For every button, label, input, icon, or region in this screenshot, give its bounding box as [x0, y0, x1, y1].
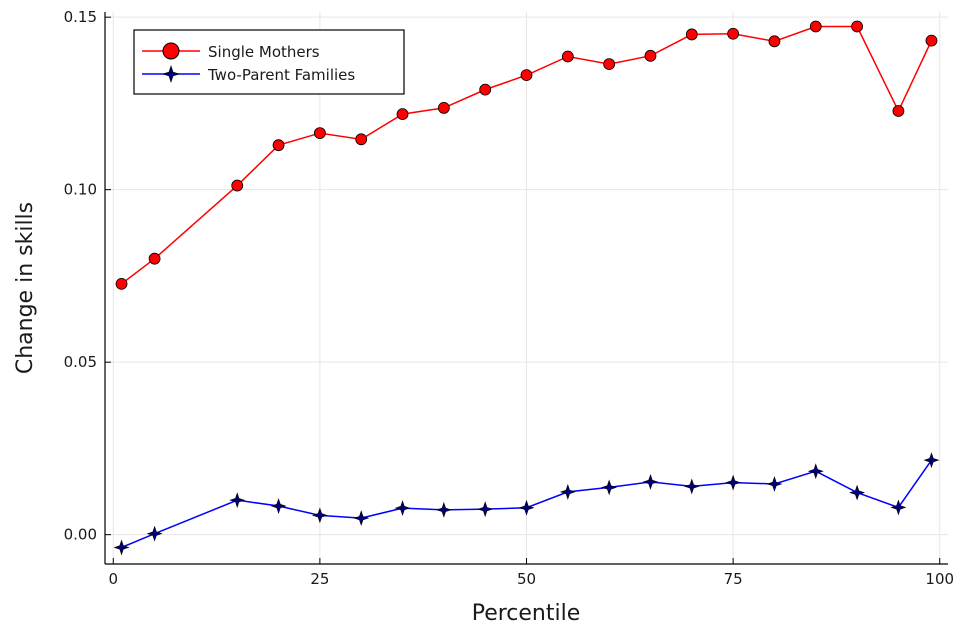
data-point — [394, 500, 411, 517]
series-line — [121, 25, 933, 285]
data-point — [437, 102, 450, 114]
legend-box — [133, 29, 405, 95]
data-point — [559, 483, 576, 500]
data-point — [603, 58, 616, 70]
data-point — [809, 20, 822, 33]
data-point — [148, 252, 161, 265]
data-point — [146, 525, 163, 542]
data-point — [727, 27, 740, 40]
x-tick-label: 0 — [108, 570, 118, 588]
data-point — [479, 83, 492, 96]
data-point — [851, 20, 863, 33]
data-point — [311, 507, 328, 524]
data-point — [683, 478, 700, 495]
y-tick-label: 0.05 — [64, 353, 97, 371]
y-axis-title: Change in skills — [13, 202, 38, 374]
x-tick-label: 100 — [925, 570, 954, 588]
x-tick-label: 75 — [724, 570, 743, 588]
data-point — [313, 127, 326, 139]
grid-lines — [105, 12, 948, 564]
legend: Single Mothers Two-Parent Families — [133, 29, 405, 95]
data-point — [601, 479, 618, 496]
tick-labels: 0 25 50 75 100 0.00 0.05 0.10 0.15 — [64, 8, 954, 588]
data-point — [396, 108, 409, 121]
plot-series — [113, 20, 940, 556]
data-point — [229, 492, 246, 509]
data-point — [518, 499, 535, 516]
series-line — [121, 459, 933, 549]
x-tick-label: 25 — [310, 570, 329, 588]
data-point — [925, 34, 938, 47]
data-point — [768, 35, 781, 48]
data-point — [520, 69, 533, 82]
data-point — [477, 501, 494, 518]
data-point — [353, 510, 370, 527]
data-point — [231, 179, 244, 192]
x-tick-label: 50 — [517, 570, 536, 588]
data-point — [115, 277, 128, 290]
data-point — [892, 105, 905, 117]
data-point — [685, 28, 698, 41]
data-point — [642, 473, 659, 490]
data-point — [849, 484, 866, 501]
data-point — [725, 474, 742, 491]
data-point — [561, 50, 574, 63]
data-point — [435, 501, 452, 518]
series-single-mothers — [115, 20, 938, 290]
data-point — [766, 476, 783, 492]
data-point — [890, 499, 907, 516]
x-axis-title: Percentile — [472, 601, 581, 626]
data-point — [807, 463, 824, 480]
legend-marker-two-parent — [162, 65, 180, 83]
y-tick-label: 0.00 — [64, 526, 97, 544]
data-point — [113, 539, 130, 556]
series-two-parent-families — [113, 452, 940, 556]
legend-label-two-parent: Two-Parent Families — [207, 66, 355, 84]
data-point — [272, 139, 285, 152]
legend-label-single-mothers: Single Mothers — [208, 43, 320, 61]
data-point — [355, 133, 368, 146]
y-tick-label: 0.15 — [64, 8, 97, 26]
y-tick-label: 0.10 — [64, 181, 97, 199]
data-point — [644, 49, 657, 62]
data-point — [270, 498, 287, 514]
legend-marker-single-mothers — [162, 42, 180, 60]
data-point — [923, 452, 940, 469]
